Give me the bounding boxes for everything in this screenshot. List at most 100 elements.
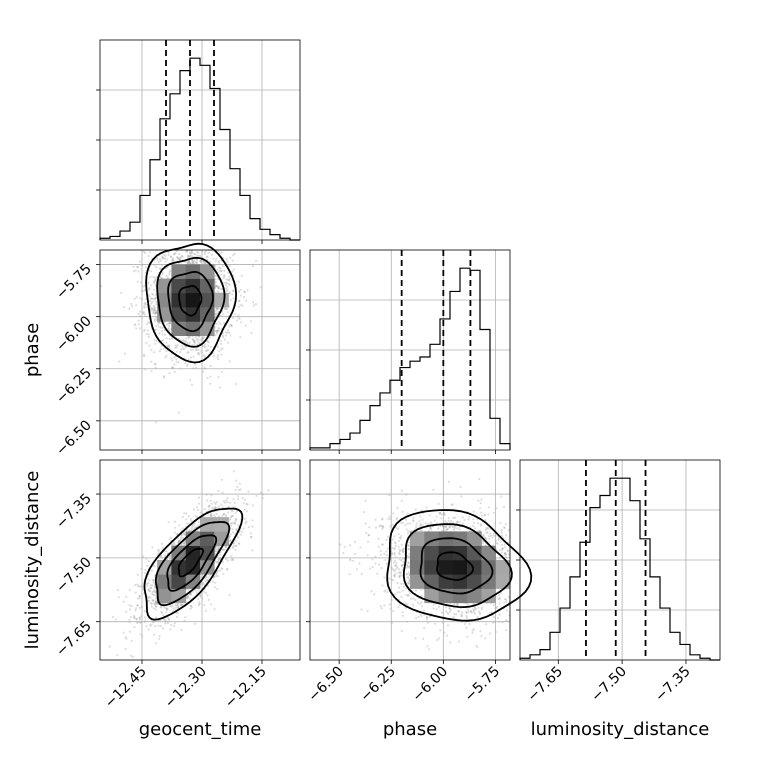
scatter-point <box>229 516 233 519</box>
scatter-point <box>173 363 176 366</box>
scatter-point <box>162 375 165 378</box>
scatter-point <box>188 335 192 338</box>
scatter-point <box>205 579 208 582</box>
scatter-point <box>220 348 223 351</box>
scatter-point <box>192 260 195 263</box>
scatter-point <box>189 254 192 257</box>
scatter-point <box>227 271 230 274</box>
scatter-point <box>216 268 219 271</box>
scatter-point <box>395 526 398 529</box>
scatter-point <box>155 642 158 645</box>
scatter-point <box>159 259 162 263</box>
scatter-point <box>452 528 455 531</box>
scatter-point <box>232 268 235 271</box>
scatter-point <box>193 340 196 343</box>
scatter-point <box>445 528 448 531</box>
scatter-point <box>483 514 486 517</box>
scatter-point <box>217 575 220 578</box>
scatter-point <box>188 255 192 258</box>
scatter-point <box>174 252 177 255</box>
scatter-point <box>239 488 242 491</box>
scatter-point <box>128 618 131 622</box>
scatter-point <box>471 632 474 635</box>
scatter-point <box>143 305 146 308</box>
scatter-point <box>183 541 186 545</box>
scatter-point <box>226 331 229 334</box>
scatter-point <box>149 596 152 599</box>
scatter-point <box>153 306 157 309</box>
scatter-point <box>137 312 140 315</box>
scatter-point <box>159 267 162 271</box>
scatter-point <box>197 348 200 351</box>
scatter-point <box>216 345 219 348</box>
scatter-point <box>197 520 200 524</box>
scatter-point <box>191 338 194 341</box>
scatter-point <box>234 520 237 523</box>
scatter-point <box>215 308 218 311</box>
scatter-point <box>242 527 245 530</box>
scatter-point <box>232 317 235 320</box>
scatter-point <box>138 595 141 598</box>
scatter-point <box>440 513 443 516</box>
scatter-point <box>393 535 396 538</box>
scatter-point <box>128 307 131 310</box>
scatter-point <box>228 331 231 334</box>
scatter-point <box>394 563 397 567</box>
scatter-point <box>153 363 156 366</box>
scatter-point <box>154 278 157 281</box>
scatter-point <box>393 575 396 578</box>
scatter-point <box>215 330 218 333</box>
scatter-point <box>155 275 158 278</box>
scatter-point <box>447 516 450 520</box>
scatter-point <box>204 250 207 253</box>
scatter-point <box>412 597 415 600</box>
scatter-point <box>214 548 217 551</box>
scatter-point <box>370 590 373 593</box>
scatter-point <box>208 508 211 511</box>
scatter-point <box>475 644 478 647</box>
scatter-point <box>225 499 228 502</box>
scatter-point <box>164 254 167 257</box>
scatter-point <box>212 576 215 579</box>
scatter-point <box>197 338 200 341</box>
scatter-point <box>220 478 223 481</box>
scatter-point <box>237 314 240 317</box>
scatter-point <box>240 321 243 324</box>
scatter-point <box>183 543 186 546</box>
scatter-point <box>366 610 369 613</box>
scatter-point <box>199 594 202 597</box>
scatter-point <box>209 364 212 368</box>
scatter-point <box>188 261 191 264</box>
scatter-point <box>160 611 164 615</box>
scatter-point <box>484 528 487 532</box>
scatter-point <box>231 293 234 296</box>
scatter-point <box>168 271 171 274</box>
scatter-point <box>235 479 238 482</box>
scatter-point <box>226 285 229 288</box>
scatter-point <box>397 552 401 555</box>
scatter-point <box>135 621 138 625</box>
scatter-point <box>151 546 154 549</box>
scatter-point <box>138 260 141 263</box>
scatter-point <box>427 529 430 532</box>
scatter-point <box>225 567 228 571</box>
scatter-point <box>125 637 128 640</box>
scatter-point <box>162 339 165 342</box>
scatter-point <box>148 595 151 599</box>
scatter-point <box>187 595 190 598</box>
scatter-point <box>166 622 169 625</box>
scatter-point <box>117 596 120 599</box>
scatter-point <box>191 262 194 265</box>
scatter-point <box>224 545 228 548</box>
scatter-point <box>159 276 162 280</box>
scatter-point <box>131 655 134 659</box>
scatter-point <box>205 349 208 352</box>
scatter-point <box>237 316 240 319</box>
scatter-point <box>215 322 218 325</box>
scatter-point <box>231 546 234 550</box>
scatter-point <box>159 267 162 270</box>
scatter-point <box>193 339 196 342</box>
scatter-point <box>204 346 207 349</box>
scatter-point <box>150 569 153 572</box>
scatter-point <box>465 616 468 620</box>
